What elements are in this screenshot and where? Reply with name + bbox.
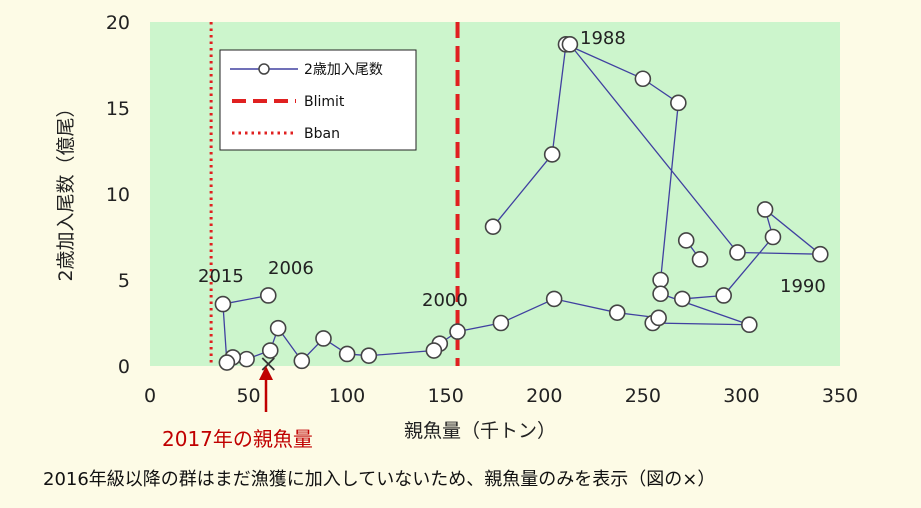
data-point (545, 290, 563, 308)
data-point (261, 342, 279, 359)
annotation-2017-spawning: 2017年の親魚量 (162, 427, 313, 451)
data-point (492, 314, 510, 332)
x-tick-label: 150 (428, 385, 464, 407)
x-tick-label: 0 (144, 385, 156, 407)
data-point (650, 309, 667, 327)
data-point (677, 232, 695, 249)
annotation-2006: 2006 (268, 258, 314, 279)
data-point (269, 319, 287, 337)
legend-marker-recruit (258, 63, 270, 75)
y-axis-title: 2歳加入尾数（億尾） (55, 98, 77, 281)
data-point (238, 350, 255, 368)
data-point (673, 290, 691, 308)
arrow-head (259, 366, 273, 380)
data-point (756, 201, 774, 218)
data-point (634, 70, 652, 88)
data-point (691, 251, 709, 268)
x-tick-label: 250 (625, 385, 661, 407)
data-point (715, 287, 732, 304)
data-point (360, 347, 378, 364)
data-point (315, 330, 332, 347)
data-point (449, 323, 466, 340)
x-tick-label: 100 (329, 385, 365, 407)
y-tick-label: 10 (106, 184, 130, 206)
annotation-1988: 1988 (580, 28, 626, 49)
legend-label-blimit: Blimit (304, 94, 345, 110)
y-tick-label: 5 (118, 270, 130, 292)
data-point (484, 218, 502, 235)
data-point (543, 146, 561, 163)
legend-label-bban: Bban (304, 126, 340, 142)
data-point (729, 244, 746, 261)
data-point (608, 304, 626, 321)
annotation-1990: 1990 (780, 276, 826, 297)
annotation-2000: 2000 (422, 290, 468, 311)
data-point (338, 345, 356, 363)
data-point (811, 245, 829, 263)
data-point (652, 271, 669, 289)
x-tick-label: 200 (526, 385, 562, 407)
cross-marker (261, 357, 275, 371)
data-point (259, 287, 277, 304)
caption: 2016年級以降の群はまだ漁獲に加入していないため、親魚量のみを表示（図の×） (43, 469, 715, 490)
legend-label-recruit: 2歳加入尾数 (304, 62, 383, 78)
annotation-2015: 2015 (198, 266, 244, 287)
data-point (764, 228, 782, 246)
y-tick-label: 0 (118, 356, 130, 378)
x-tick-label: 300 (723, 385, 759, 407)
data-point (425, 342, 443, 359)
x-tick-label: 350 (822, 385, 858, 407)
data-point (670, 94, 687, 112)
data-point (741, 316, 758, 334)
data-point (652, 285, 669, 303)
y-tick-label: 20 (106, 12, 130, 34)
data-point (561, 36, 579, 53)
arrow-2017 (259, 366, 273, 412)
legend: 2歳加入尾数 Blimit Bban (219, 49, 417, 151)
x-axis-title: 親魚量（千トン） (404, 420, 556, 442)
data-point (293, 352, 311, 370)
x-tick-label: 50 (236, 385, 260, 407)
data-point (218, 354, 236, 371)
data-point (214, 295, 232, 313)
y-tick-label: 15 (106, 98, 130, 120)
